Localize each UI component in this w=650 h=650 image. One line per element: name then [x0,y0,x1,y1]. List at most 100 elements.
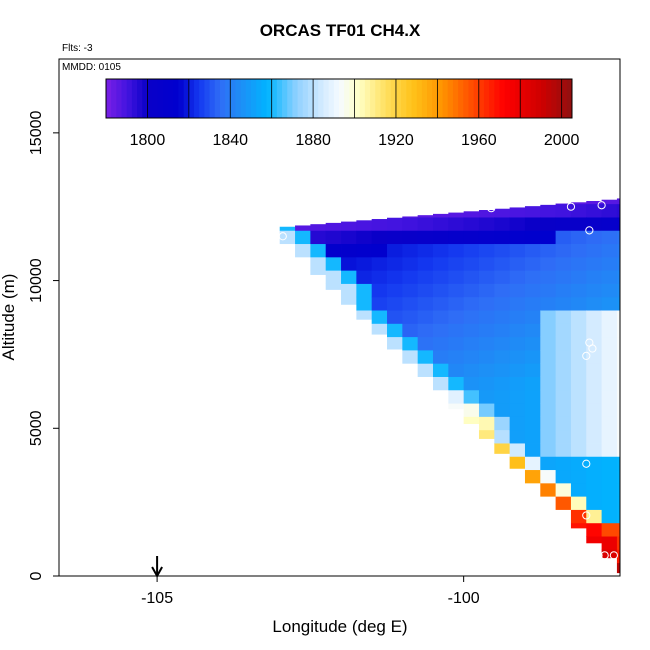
heatmap-cell [540,283,557,298]
colorbar-swatch [509,79,516,118]
heatmap-cell [417,310,434,324]
heatmap-cell [402,336,419,351]
observation-point [597,201,606,210]
heatmap-cell [601,283,618,298]
heatmap-cell [310,243,327,258]
heatmap-cell [463,217,480,231]
heatmap-cell [540,416,557,431]
heatmap-cell [524,416,541,431]
colorbar-swatch [245,79,252,118]
heatmap-cell [494,416,511,431]
heatmap-cell [555,416,572,431]
heatmap-cell [570,310,587,324]
heatmap-cell [509,310,526,324]
heatmap-cell [494,376,511,391]
colorbar-swatch [364,79,371,118]
heatmap-cell [417,336,434,351]
heatmap-cell [448,283,465,298]
colorbar-swatch [499,79,506,118]
heatmap-cell [463,243,480,258]
heatmap-cell [524,376,541,391]
colorbar-swatch [214,79,221,118]
colorbar-swatch [468,79,475,118]
colorbar: 1800 1840 1880 1920 1960 2000 [105,78,580,149]
colorbar-swatch [349,79,356,118]
heatmap-cell [601,549,618,559]
heatmap-cell [570,443,587,457]
y-tick-label: 0 [28,571,45,580]
colorbar-swatch [561,79,568,118]
colorbar-swatch [359,79,366,118]
colorbar-swatch [452,79,459,118]
heatmap-cell [540,310,557,324]
heatmap-cell [402,216,419,218]
heatmap-cell [616,376,621,391]
heatmap-cell [524,336,541,351]
colorbar-swatch [406,79,412,118]
heatmap-cell [478,429,495,439]
colorbar-swatch [116,79,123,118]
heatmap-cell [616,389,621,404]
heatmap-cell [433,336,449,351]
heatmap-cell [586,482,603,497]
heatmap-cell [417,323,434,338]
heatmap-cell [616,230,621,245]
heatmap-cell [555,456,572,471]
heatmap-cell [295,225,311,231]
colorbar-swatch [328,79,335,118]
colorbar-swatch [250,79,257,118]
colorbar-swatch [354,79,361,118]
colorbar-tick-label: 1880 [295,132,331,149]
heatmap-cell [463,403,480,417]
heatmap-cell [586,203,603,218]
observation-point [566,202,576,211]
heatmap-cell [540,323,557,338]
colorbar-swatch [287,79,293,118]
colorbar-swatch [152,79,159,118]
heatmap-cell [371,230,388,245]
heatmap-cell [601,323,618,338]
heatmap-cell [310,270,327,275]
heatmap-cell [616,203,621,218]
colorbar-swatch [530,79,537,118]
heatmap-cell [448,336,465,351]
heatmap-cell [448,376,465,391]
heatmap-cell [478,323,495,338]
heatmap-cell [570,270,587,284]
heatmap-cell [601,217,618,231]
heatmap-cell [601,203,618,218]
colorbar-swatch [390,79,397,118]
heatmap-cell [524,469,541,484]
heatmap-cell [448,323,465,338]
heatmap-cell [586,230,603,245]
heatmap-cell [524,443,541,457]
heatmap-cell [616,217,621,231]
heatmap-cell [509,323,526,338]
colorbar-swatch [188,79,195,118]
heatmap-cell [433,256,449,271]
heatmap-cell [494,256,511,271]
heatmap-cell [509,296,526,311]
heatmap-cell [616,522,621,537]
heatmap-cell [524,403,541,417]
heatmap-cell [570,323,587,338]
y-axis-label: Altitude (m) [0,274,18,361]
heatmap-cell [417,215,434,218]
heatmap-cell [448,403,465,410]
heatmap-cell [417,230,434,245]
colorbar-swatch [292,79,299,118]
heatmap-cell [494,363,511,377]
heatmap-cell [433,243,449,258]
colorbar-swatch [126,79,133,118]
heatmap-cell [341,283,357,298]
heatmap-cell [279,226,296,231]
heatmap-cell [524,256,541,271]
heatmap-cell [341,243,357,258]
heatmap-cell [387,323,403,338]
heatmap-cell [509,217,526,231]
heatmap-cell [601,256,618,271]
heatmap-cell [586,350,603,364]
heatmap-cell [601,443,618,457]
colorbar-swatch [266,79,273,118]
heatmap-cell [540,256,557,271]
